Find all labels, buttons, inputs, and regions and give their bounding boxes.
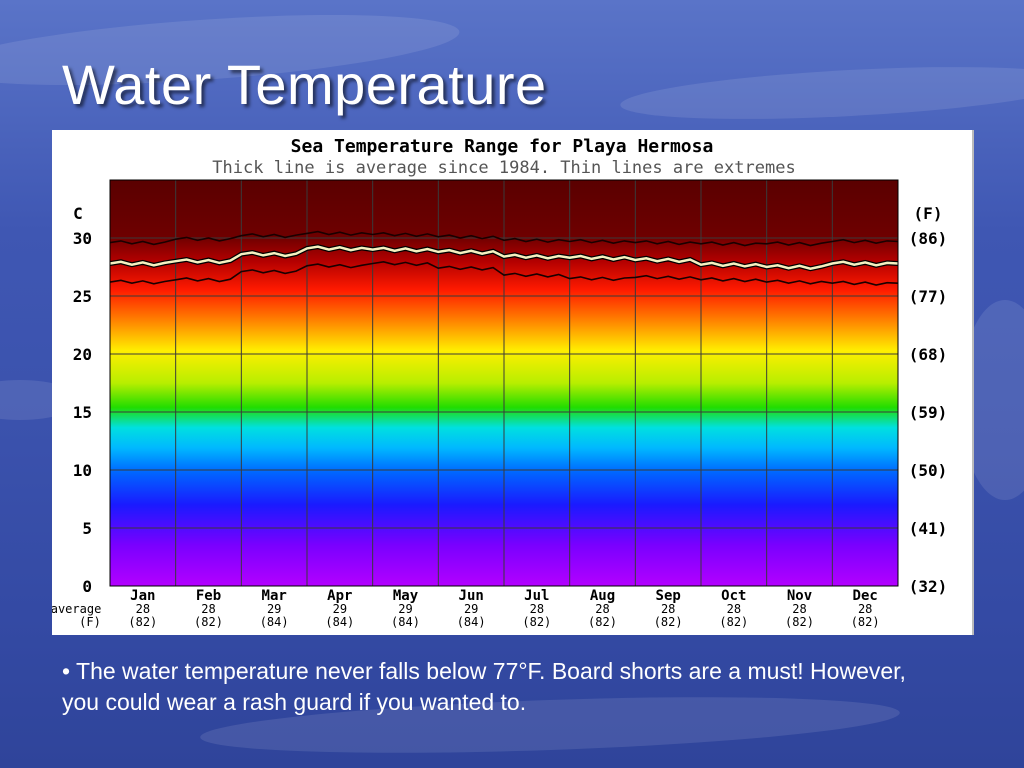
chart-subtitle: Thick line is average since 1984. Thin l… xyxy=(212,158,795,178)
y-tick-label-c: 5 xyxy=(82,519,92,538)
average-value-f: (82) xyxy=(654,615,683,629)
x-tick-label-month: Apr xyxy=(327,588,352,604)
y-tick-label-c: 0 xyxy=(82,577,92,596)
average-value-f: (82) xyxy=(522,615,551,629)
min-extreme-line xyxy=(109,260,899,286)
y-tick-label-f: (50) xyxy=(909,461,948,480)
average-value-c: 29 xyxy=(267,602,281,616)
chart-title: Sea Temperature Range for Playa Hermosa xyxy=(291,136,714,157)
average-value-f: (82) xyxy=(588,615,617,629)
average-value-c: 29 xyxy=(398,602,412,616)
x-tick-label-month: Jun xyxy=(459,588,484,604)
average-value-c: 28 xyxy=(530,602,544,616)
axis-tick-labels: 0 (32) 5 (41) 10 (50) 15 (59) 20 (68) 25 (77) 30 (86)… xyxy=(73,229,948,629)
average-value-c: 28 xyxy=(201,602,215,616)
y-tick-label-c: 20 xyxy=(73,345,92,364)
average-value-c: 28 xyxy=(661,602,675,616)
y-axis-unit-left: C xyxy=(73,204,83,223)
x-tick-label-month: Feb xyxy=(196,588,221,604)
y-tick-label-c: 15 xyxy=(73,403,92,422)
average-value-f: (82) xyxy=(785,615,814,629)
average-row-label: average xyxy=(52,602,101,616)
x-tick-label-month: Nov xyxy=(787,588,812,604)
average-row-unit-label: (F) xyxy=(79,615,101,629)
y-tick-label-f: (59) xyxy=(909,403,948,422)
average-value-f: (82) xyxy=(719,615,748,629)
average-value-f: (82) xyxy=(128,615,157,629)
average-value-c: 28 xyxy=(595,602,609,616)
y-tick-label-c: 25 xyxy=(73,287,92,306)
average-value-c: 28 xyxy=(727,602,741,616)
chart-panel: Sea Temperature Range for Playa Hermosa … xyxy=(52,130,974,635)
average-line xyxy=(109,245,899,270)
average-value-f: (84) xyxy=(457,615,486,629)
average-value-f: (82) xyxy=(851,615,880,629)
average-value-c: 29 xyxy=(333,602,347,616)
x-tick-label-month: Sep xyxy=(656,588,681,604)
x-tick-label-month: Mar xyxy=(262,588,287,604)
average-value-c: 28 xyxy=(858,602,872,616)
average-value-f: (84) xyxy=(325,615,354,629)
y-tick-label-c: 10 xyxy=(73,461,92,480)
sea-temperature-chart: Sea Temperature Range for Playa Hermosa … xyxy=(52,136,948,629)
y-tick-label-f: (86) xyxy=(909,229,948,248)
x-tick-label-month: Oct xyxy=(721,588,746,604)
average-value-c: 28 xyxy=(136,602,150,616)
average-value-f: (84) xyxy=(260,615,289,629)
x-tick-label-month: May xyxy=(393,588,419,604)
average-value-f: (84) xyxy=(391,615,420,629)
y-axis-unit-right: (F) xyxy=(914,204,943,223)
y-tick-label-f: (32) xyxy=(909,577,948,596)
x-tick-label-month: Aug xyxy=(590,588,615,604)
water-streak xyxy=(619,57,1024,129)
bullet-text: • The water temperature never falls belo… xyxy=(62,658,906,715)
y-tick-label-f: (77) xyxy=(909,287,948,306)
max-extreme-line xyxy=(109,230,899,247)
average-value-f: (82) xyxy=(194,615,223,629)
series-lines xyxy=(109,230,899,286)
average-value-c: 29 xyxy=(464,602,478,616)
x-tick-label-month: Jul xyxy=(524,588,549,604)
slide-title: Water Temperature xyxy=(62,53,547,116)
y-tick-label-c: 30 xyxy=(73,229,92,248)
x-tick-label-month: Jan xyxy=(130,588,155,604)
plot-frame xyxy=(109,179,899,587)
x-tick-label-month: Dec xyxy=(853,588,878,604)
average-value-c: 28 xyxy=(792,602,806,616)
y-tick-label-f: (68) xyxy=(909,345,948,364)
y-tick-label-f: (41) xyxy=(909,519,948,538)
